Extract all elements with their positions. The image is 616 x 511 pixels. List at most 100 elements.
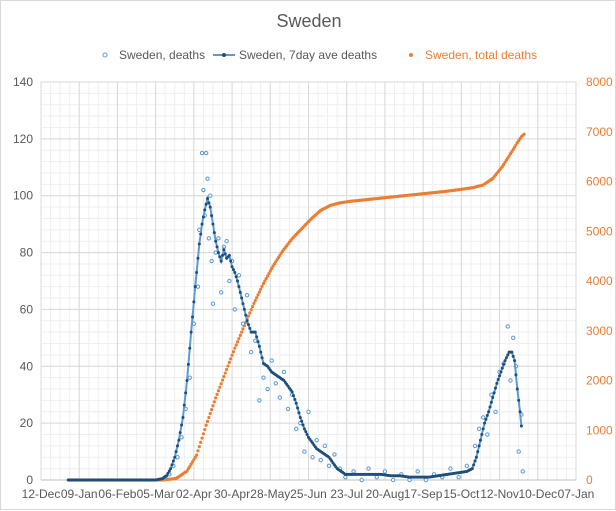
avg-deaths-point	[219, 259, 223, 263]
total-deaths-point	[223, 371, 227, 375]
y-right-tick-label: 3000	[586, 324, 613, 338]
avg-deaths-point	[175, 444, 179, 448]
avg-deaths-point	[222, 248, 226, 252]
avg-deaths-point	[493, 386, 497, 390]
total-deaths-point	[194, 453, 199, 457]
total-deaths-point	[267, 271, 271, 276]
total-deaths-point	[255, 296, 259, 300]
x-tick-label: 17-Sep	[404, 487, 443, 501]
avg-deaths-point	[246, 323, 250, 327]
avg-deaths-point	[244, 313, 248, 317]
total-deaths-point	[226, 364, 230, 368]
daily-deaths-point	[210, 301, 216, 306]
legend-marker-total	[409, 53, 413, 57]
avg-deaths-point	[197, 242, 201, 246]
avg-deaths-point	[504, 356, 508, 360]
total-deaths-point	[522, 132, 526, 136]
avg-deaths-point	[255, 335, 259, 339]
avg-deaths-point	[210, 214, 214, 218]
avg-deaths-point	[500, 366, 504, 370]
y-left-tick-label: 140	[13, 75, 33, 89]
daily-deaths-point	[208, 193, 213, 198]
total-deaths-point	[248, 311, 252, 315]
daily-deaths-point	[294, 426, 299, 432]
total-deaths-point	[235, 340, 240, 344]
avg-deaths-point	[477, 444, 481, 448]
avg-deaths-point	[480, 433, 484, 437]
avg-deaths-point	[253, 330, 257, 334]
avg-deaths-point	[483, 421, 487, 425]
y-right-tick-label: 5000	[586, 224, 613, 238]
avg-deaths-point	[192, 300, 196, 304]
avg-deaths-point	[513, 359, 517, 363]
avg-deaths-point	[518, 410, 522, 414]
daily-deaths-point	[322, 443, 328, 449]
legend-marker-deaths	[102, 52, 108, 58]
daily-deaths-point	[199, 150, 205, 156]
daily-deaths-point	[516, 449, 521, 454]
total-deaths-point	[252, 301, 256, 305]
avg-deaths-point	[511, 354, 515, 358]
avg-deaths-point	[257, 344, 261, 348]
daily-deaths-point	[415, 469, 420, 474]
total-deaths-point	[220, 378, 225, 382]
avg-deaths-point	[199, 232, 203, 236]
avg-deaths-point	[238, 290, 242, 294]
y-left-tick-label: 20	[20, 416, 34, 430]
legend-label-total: Sweden, total deaths	[425, 48, 537, 62]
total-deaths-point	[222, 374, 226, 379]
avg-deaths-point	[182, 403, 186, 407]
total-deaths-point	[196, 449, 200, 453]
avg-deaths-series	[66, 195, 523, 482]
daily-deaths-point	[269, 358, 274, 363]
x-tick-label: 07-Jan	[558, 487, 595, 501]
avg-deaths-point	[203, 208, 207, 212]
daily-deaths-point	[306, 409, 311, 414]
total-deaths-point	[215, 392, 219, 396]
avg-deaths-point	[193, 285, 197, 289]
avg-deaths-point	[248, 326, 252, 330]
daily-deaths-point	[209, 258, 214, 264]
avg-deaths-point	[485, 414, 489, 418]
avg-deaths-point	[237, 285, 241, 289]
avg-deaths-point	[227, 253, 231, 257]
avg-deaths-point	[474, 455, 478, 459]
daily-deaths-point	[476, 426, 482, 432]
total-deaths-point	[208, 411, 212, 416]
total-deaths-point	[263, 279, 267, 283]
total-deaths-point	[197, 444, 201, 449]
daily-deaths-point	[464, 463, 470, 468]
total-deaths-point	[205, 419, 210, 423]
legend-marker-avg	[222, 53, 226, 57]
avg-deaths-point	[242, 307, 246, 311]
avg-deaths-point	[196, 256, 200, 260]
total-deaths-point	[250, 304, 255, 309]
daily-deaths-point	[265, 386, 270, 392]
total-deaths-point	[212, 400, 216, 404]
total-deaths-point	[214, 396, 218, 400]
avg-deaths-point	[260, 356, 264, 360]
y-left-tick-label: 0	[26, 473, 33, 487]
legend-label-avg: Sweden, 7day ave deaths	[239, 48, 377, 62]
avg-deaths-point	[496, 378, 500, 382]
daily-deaths-point	[218, 290, 224, 295]
x-tick-label: 09-Jan	[61, 487, 98, 501]
avg-deaths-point	[301, 423, 305, 427]
daily-deaths-point	[366, 466, 371, 471]
daily-deaths-point	[382, 469, 388, 474]
y-right-tick-label: 8000	[586, 75, 613, 89]
avg-deaths-point	[499, 370, 503, 374]
daily-deaths-point	[187, 375, 192, 380]
x-tick-label: 15-Oct	[443, 487, 480, 501]
total-deaths-point	[231, 350, 236, 354]
avg-deaths-point	[189, 330, 193, 334]
avg-deaths-point	[166, 471, 170, 475]
daily-deaths-point	[343, 474, 348, 480]
total-deaths-point	[233, 346, 237, 350]
x-tick-label: 05-Mar	[137, 487, 175, 501]
avg-deaths-point	[487, 410, 491, 414]
avg-deaths-point	[177, 438, 181, 442]
y-left-tick-label: 60	[20, 302, 34, 316]
daily-deaths-point	[213, 250, 218, 255]
daily-deaths-point	[248, 349, 254, 355]
